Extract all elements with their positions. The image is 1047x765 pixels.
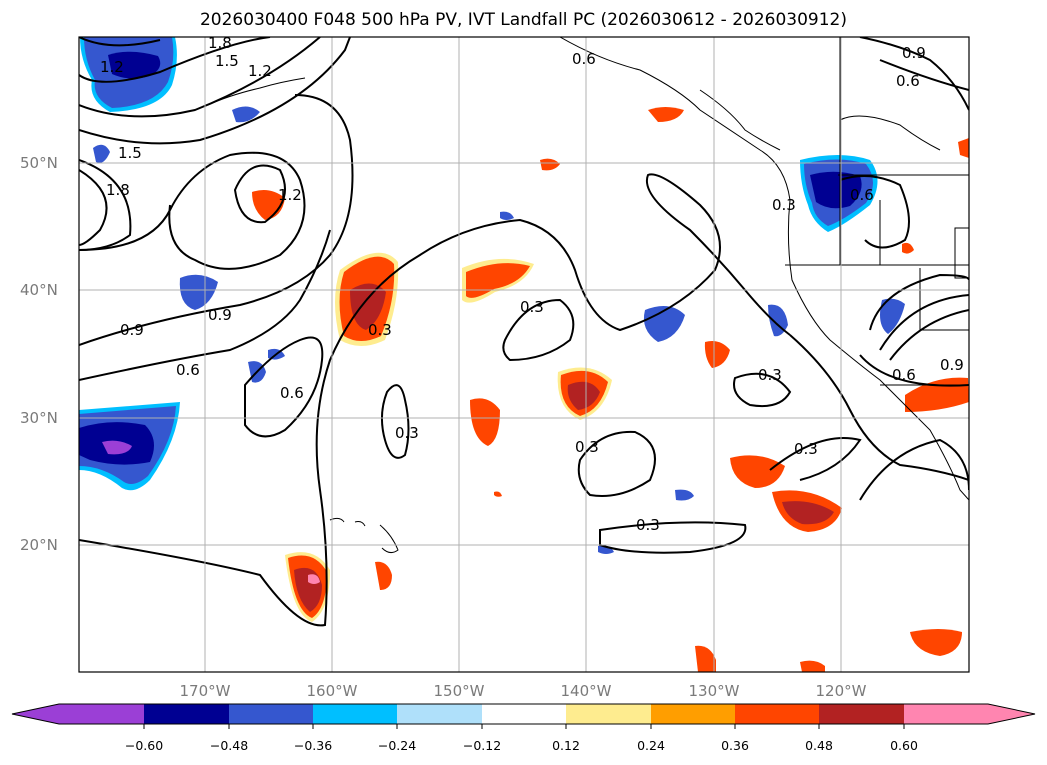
contour-label: 0.3: [368, 321, 392, 339]
colorbar-segment: [59, 704, 144, 724]
negative-pv-shading: [79, 37, 905, 554]
longitude-labels: 170°W 160°W 150°W 140°W 130°W 120°W: [180, 682, 867, 700]
colorbar-segment: [566, 704, 651, 724]
contour-label: 0.3: [636, 516, 660, 534]
colorbar-segment: [735, 704, 819, 724]
colorbar-tick-label: 0.60: [890, 738, 918, 753]
pv-contours: [79, 37, 969, 627]
colorbar-outline: [11, 703, 1036, 725]
contour-label: 0.6: [572, 50, 596, 68]
colorbar-tick-label: 0.36: [721, 738, 749, 753]
colorbar-extend-high: [988, 704, 1035, 724]
colorbar-tick-label: −0.36: [294, 738, 332, 753]
contour-label: 1.8: [106, 181, 130, 199]
contour-label: 1.8: [208, 34, 232, 52]
longitude-label-120w: 120°W: [816, 682, 867, 700]
latitude-labels: 50°N 40°N 30°N 20°N: [20, 154, 58, 554]
colorbar-tick-label: −0.48: [210, 738, 248, 753]
colorbar-segment: [819, 704, 904, 724]
colorbar-segment: [482, 704, 566, 724]
longitude-label-160w: 160°W: [307, 682, 358, 700]
colorbar-extend-low: [12, 704, 59, 724]
contour-label: 0.9: [940, 356, 964, 374]
latitude-label-20n: 20°N: [20, 536, 58, 554]
colorbar-segment: [397, 704, 482, 724]
contour-label: 0.3: [794, 440, 818, 458]
contour-label: 1.5: [118, 144, 142, 162]
colorbar-tick-label: 0.12: [552, 738, 580, 753]
gridlines: [79, 37, 969, 672]
longitude-label-130w: 130°W: [689, 682, 740, 700]
longitude-label-170w: 170°W: [180, 682, 231, 700]
coastlines: [207, 37, 969, 554]
map-frame: [78, 36, 970, 673]
contour-label: 0.6: [280, 384, 304, 402]
colorbar-tick-label: 0.48: [805, 738, 833, 753]
colorbar: −0.60 −0.48 −0.36 −0.24 −0.12 0.12 0.24 …: [11, 703, 1036, 753]
colorbar-tick-label: −0.60: [125, 738, 163, 753]
contour-label: 0.3: [575, 438, 599, 456]
contour-label: 0.3: [758, 366, 782, 384]
colorbar-tick-label: 0.24: [637, 738, 665, 753]
contour-label: 1.2: [100, 58, 124, 76]
contour-label: 0.9: [208, 306, 232, 324]
contour-label: 1.2: [248, 62, 272, 80]
contour-label: 0.6: [896, 72, 920, 90]
latitude-label-30n: 30°N: [20, 409, 58, 427]
contour-label: 0.3: [395, 424, 419, 442]
contour-label: 0.9: [120, 321, 144, 339]
colorbar-segment: [904, 704, 988, 724]
map-plot-area: 1.8 1.5 1.2 1.2 1.5 1.8 1.2 0.9 0.9 0.6 …: [79, 34, 969, 672]
latitude-label-50n: 50°N: [20, 154, 58, 172]
contour-label: 0.3: [772, 196, 796, 214]
map-title: 2026030400 F048 500 hPa PV, IVT Landfall…: [199, 10, 847, 30]
latitude-label-40n: 40°N: [20, 281, 58, 299]
contour-labels: 1.8 1.5 1.2 1.2 1.5 1.8 1.2 0.9 0.9 0.6 …: [100, 34, 964, 534]
contour-label: 0.6: [892, 366, 916, 384]
colorbar-segment: [651, 704, 735, 724]
contour-label: 1.5: [215, 52, 239, 70]
colorbar-tick-label: −0.24: [378, 738, 416, 753]
contour-label: 1.2: [278, 186, 302, 204]
contour-label: 0.6: [176, 361, 200, 379]
colorbar-segment: [229, 704, 313, 724]
contour-label: 0.6: [850, 186, 874, 204]
contour-label: 0.3: [520, 298, 544, 316]
longitude-label-150w: 150°W: [434, 682, 485, 700]
longitude-label-140w: 140°W: [561, 682, 612, 700]
contour-label: 0.9: [902, 44, 926, 62]
colorbar-segment: [313, 704, 397, 724]
colorbar-tick-label: −0.12: [463, 738, 501, 753]
colorbar-segment: [144, 704, 229, 724]
